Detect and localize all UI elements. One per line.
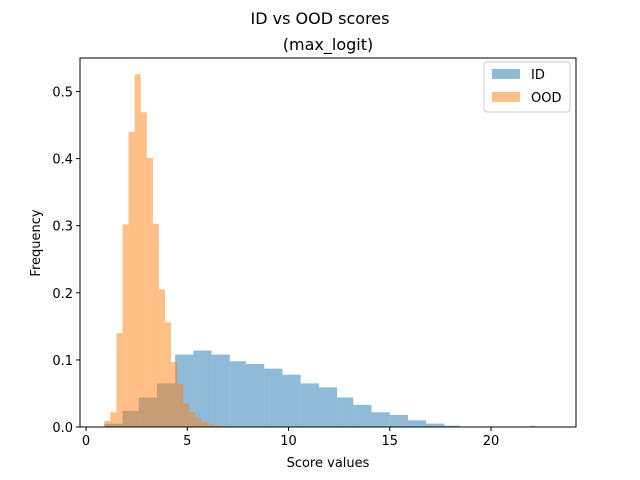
legend-label-id: ID xyxy=(531,68,545,83)
legend-swatch-ood xyxy=(492,92,520,102)
bar-ood xyxy=(122,224,129,427)
bar-id xyxy=(337,397,354,427)
y-tick-label: 0.5 xyxy=(52,86,73,101)
bar-ood xyxy=(140,112,147,428)
bar-ood xyxy=(104,420,111,427)
bar-id xyxy=(444,425,461,427)
chart-subtitle: (max_logit) xyxy=(283,35,373,55)
bar-ood xyxy=(183,403,190,427)
x-axis-label: Score values xyxy=(287,456,370,471)
bar-ood xyxy=(128,131,135,428)
bar-ood xyxy=(207,424,214,427)
y-tick-label: 0.3 xyxy=(52,220,73,235)
bar-id xyxy=(282,374,301,427)
legend-label-ood: OOD xyxy=(531,91,561,106)
legend-swatch-id xyxy=(492,69,520,79)
bar-ood xyxy=(158,289,166,427)
bar-ood xyxy=(195,418,202,427)
series-ood-bars xyxy=(104,74,536,428)
chart-title: ID vs OOD scores xyxy=(251,9,390,28)
bar-id xyxy=(264,368,283,427)
x-tick-label: 0 xyxy=(82,434,90,449)
bar-id xyxy=(229,361,247,427)
y-axis: 0.0 0.1 0.2 0.3 0.4 0.5 xyxy=(52,86,80,436)
bar-id xyxy=(389,414,408,427)
bar-ood xyxy=(529,425,536,427)
bar-ood xyxy=(177,384,184,427)
x-axis: 0 5 10 15 20 xyxy=(82,427,499,449)
y-tick-label: 0.0 xyxy=(52,421,73,436)
y-axis-label: Frequency xyxy=(29,209,44,276)
bar-id xyxy=(318,387,338,427)
bar-id xyxy=(211,354,230,427)
bar-id xyxy=(426,423,445,427)
bar-id xyxy=(371,412,390,427)
bar-id xyxy=(407,420,427,427)
bar-id xyxy=(193,350,212,427)
bar-ood xyxy=(201,421,208,427)
x-tick-label: 15 xyxy=(381,434,398,449)
bar-ood xyxy=(152,223,159,427)
x-tick-label: 5 xyxy=(183,434,191,449)
y-tick-label: 0.1 xyxy=(52,354,73,369)
bar-id xyxy=(246,363,265,427)
y-tick-label: 0.2 xyxy=(52,287,73,302)
bar-ood xyxy=(189,412,196,427)
bar-ood xyxy=(171,361,178,427)
x-tick-label: 10 xyxy=(280,434,297,449)
bar-id xyxy=(353,404,372,427)
bar-id xyxy=(300,383,319,427)
bar-ood xyxy=(146,157,153,427)
x-tick-label: 20 xyxy=(483,434,500,449)
bar-ood xyxy=(165,322,172,427)
legend: ID OOD xyxy=(483,61,571,113)
bar-ood xyxy=(134,74,141,428)
y-tick-label: 0.4 xyxy=(52,153,73,168)
plot-frame xyxy=(79,57,577,428)
bar-ood xyxy=(213,425,220,427)
bar-ood xyxy=(116,333,123,427)
bar-ood xyxy=(110,412,117,427)
